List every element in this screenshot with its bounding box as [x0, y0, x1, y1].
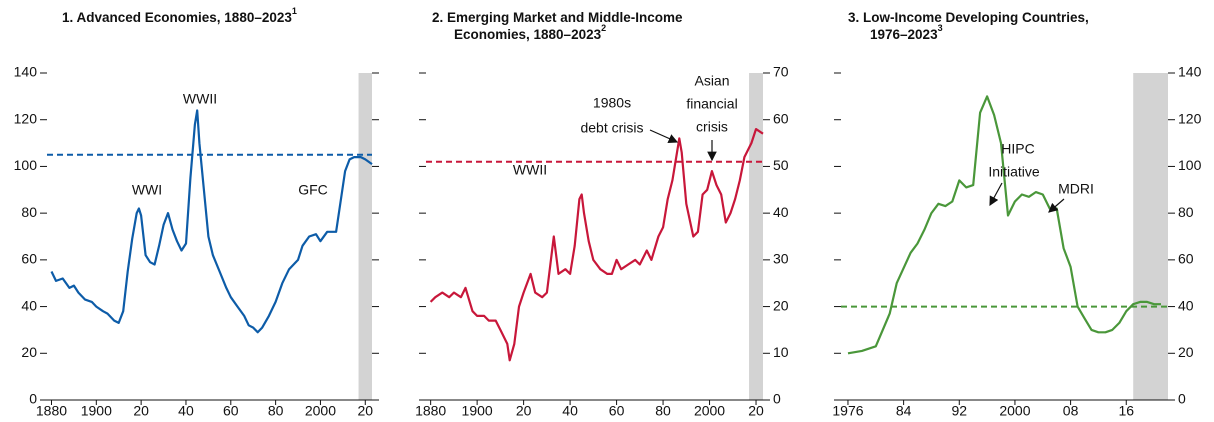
chart-title: 2. Emerging Market and Middle-Income [432, 10, 683, 25]
x-tick-label: 80 [268, 403, 284, 419]
y-tick-label: 100 [1178, 157, 1202, 173]
annotation: WWII [183, 91, 217, 107]
y-tick-label: 100 [14, 157, 38, 173]
x-tick-label: 1880 [415, 403, 446, 419]
y-tick-label: 20 [773, 297, 789, 313]
shade [749, 73, 763, 400]
y-tick-label: 120 [1178, 110, 1202, 126]
annotation-arrow [1048, 198, 1065, 213]
x-tick-label: 20 [133, 403, 149, 419]
chart-title-text: 1. Advanced Economies, 1880–2023 [62, 10, 292, 25]
y-tick-label: 30 [773, 251, 789, 267]
data-line [429, 128, 764, 362]
y-tick-label: 0 [773, 391, 781, 407]
x-tick-label: 60 [223, 403, 239, 419]
x-tick-label: 20 [516, 403, 532, 419]
annotation: financial [686, 96, 737, 112]
y-tick-label: 40 [1178, 297, 1194, 313]
annotation: WWII [513, 162, 547, 178]
y-tick-label: 50 [773, 157, 789, 173]
y-tick-label: 60 [1178, 251, 1194, 267]
x-tick-label: 08 [1063, 403, 1079, 419]
annotation: WWI [132, 182, 162, 198]
y-tick-label: 120 [14, 110, 38, 126]
shade [1133, 73, 1168, 400]
y-tick-label: 20 [1178, 344, 1194, 360]
y-tick-label: 140 [14, 64, 38, 80]
title-note: 1 [292, 6, 297, 16]
y-tick-label: 140 [1178, 64, 1202, 80]
x-tick-label: 20 [357, 403, 373, 419]
y-tick-label: 80 [1178, 204, 1194, 220]
title-note: 2 [601, 23, 606, 33]
annotation: HIPC [1001, 141, 1034, 157]
y-tick-label: 0 [1178, 391, 1186, 407]
x-tick-label: 80 [655, 403, 671, 419]
x-tick-label: 16 [1118, 403, 1134, 419]
x-tick-label: 1880 [36, 403, 67, 419]
chart-title-text: 1976–2023 [870, 27, 938, 42]
title-note: 3 [938, 23, 943, 33]
y-tick-label: 60 [21, 251, 37, 267]
annotation: MDRI [1058, 181, 1094, 197]
x-tick-label: 2000 [999, 403, 1030, 419]
y-tick-label: 80 [21, 204, 37, 220]
y-tick-label: 40 [21, 297, 37, 313]
x-tick-label: 2000 [305, 403, 336, 419]
annotation-arrow [649, 129, 679, 143]
x-tick-label: 40 [562, 403, 578, 419]
chart-title-text: 3. Low-Income Developing Countries, [848, 10, 1089, 25]
x-tick-label: 92 [951, 403, 967, 419]
chart-title: 1. Advanced Economies, 1880–20231 [62, 6, 297, 24]
annotation: GFC [298, 182, 328, 198]
x-tick-label: 1976 [832, 403, 863, 419]
x-tick-label: 84 [896, 403, 912, 419]
x-tick-label: 1900 [462, 403, 493, 419]
annotation: Initiative [988, 164, 1040, 180]
x-tick-label: 2000 [694, 403, 725, 419]
chart-title: Economies, 1880–20232 [454, 23, 606, 41]
y-tick-label: 10 [773, 344, 789, 360]
x-tick-label: 60 [609, 403, 625, 419]
x-tick-label: 20 [748, 403, 764, 419]
chart-title: 3. Low-Income Developing Countries, [848, 10, 1089, 25]
x-tick-label: 1900 [81, 403, 112, 419]
chart-title-text: 2. Emerging Market and Middle-Income [432, 10, 683, 25]
chart-title-text: Economies, 1880–2023 [454, 27, 602, 42]
shade [358, 73, 372, 400]
annotation: debt crisis [580, 120, 643, 136]
y-tick-label: 60 [773, 110, 789, 126]
y-tick-label: 0 [29, 391, 37, 407]
annotation-arrow [989, 182, 1003, 207]
annotation: crisis [696, 119, 728, 135]
y-tick-label: 40 [773, 204, 789, 220]
y-tick-label: 20 [21, 344, 37, 360]
data-line [50, 109, 373, 334]
chart-title: 1976–20233 [870, 23, 943, 41]
annotation: 1980s [593, 95, 631, 111]
x-tick-label: 40 [178, 403, 194, 419]
y-tick-label: 70 [773, 64, 789, 80]
annotation: Asian [694, 73, 729, 89]
data-line [847, 95, 1161, 355]
